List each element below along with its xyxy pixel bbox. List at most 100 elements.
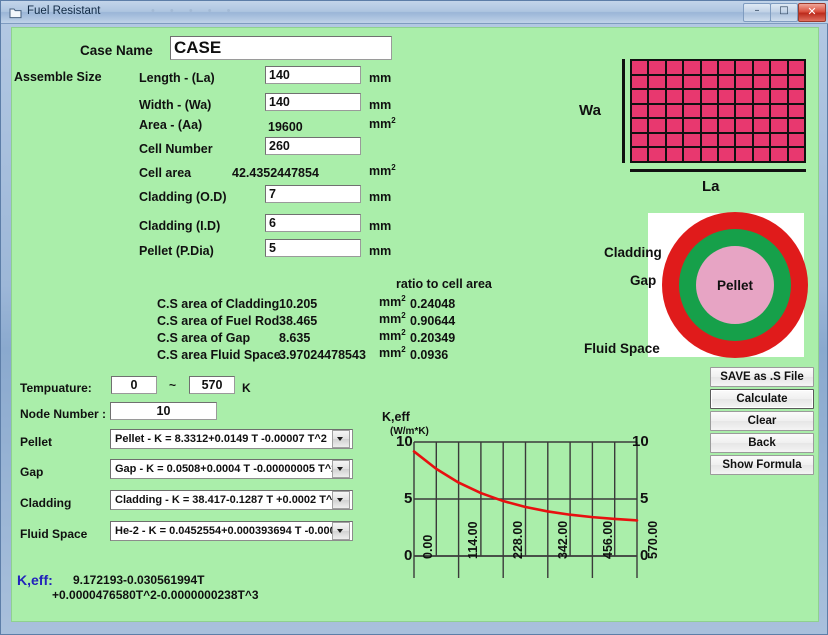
cladding-od-input[interactable]: 7 bbox=[265, 185, 361, 203]
assembly-cell bbox=[788, 61, 804, 74]
cs-fuelrod-label: C.S area of Fuel Rod bbox=[157, 314, 280, 328]
assembly-cell bbox=[649, 119, 665, 132]
minimize-button[interactable]: – bbox=[743, 3, 771, 22]
width-input[interactable]: 140 bbox=[265, 93, 361, 111]
assembly-cell bbox=[788, 148, 804, 161]
assembly-cell bbox=[701, 133, 717, 147]
assembly-cell bbox=[718, 61, 735, 74]
calculate-button[interactable]: Calculate bbox=[710, 389, 814, 409]
width-unit: mm bbox=[369, 98, 392, 112]
assembly-length-bar bbox=[630, 169, 806, 172]
chevron-down-icon[interactable] bbox=[332, 430, 350, 448]
pellet-material-label: Pellet bbox=[20, 435, 53, 449]
assembly-cell bbox=[718, 75, 735, 89]
length-input[interactable]: 140 bbox=[265, 66, 361, 84]
assembly-cell bbox=[736, 75, 752, 89]
assembly-cell bbox=[718, 133, 735, 147]
assembly-cell bbox=[753, 148, 770, 161]
cross-section-gap-ring: Pellet bbox=[679, 229, 791, 341]
cs-cladding-label: C.S area of Cladding bbox=[157, 297, 280, 311]
temperature-min-input[interactable]: 0 bbox=[111, 376, 157, 394]
area-label: Area - (Aa) bbox=[139, 118, 203, 132]
cladding-od-label: Cladding (O.D) bbox=[139, 190, 227, 204]
area-value: 19600 bbox=[268, 120, 303, 134]
assembly-cell bbox=[666, 119, 683, 132]
assembly-cell bbox=[632, 90, 648, 103]
pellet-material-select[interactable]: Pellet - K = 8.3312+0.0149 T -0.00007 T^… bbox=[110, 429, 353, 449]
assembly-width-label: Wa bbox=[579, 102, 601, 119]
cell-number-label: Cell Number bbox=[139, 142, 213, 156]
pellet-dia-unit: mm bbox=[369, 244, 392, 258]
assembly-cell bbox=[771, 133, 787, 147]
case-name-input[interactable]: CASE bbox=[170, 36, 392, 60]
assembly-cell bbox=[753, 75, 770, 89]
assembly-cell bbox=[666, 148, 683, 161]
pellet-dia-label: Pellet (P.Dia) bbox=[139, 244, 214, 258]
show-formula-button[interactable]: Show Formula bbox=[710, 455, 814, 475]
pellet-dia-input[interactable]: 5 bbox=[265, 239, 361, 257]
save-s-file-button[interactable]: SAVE as .S File bbox=[710, 367, 814, 387]
assembly-cell bbox=[701, 119, 717, 132]
chart-xtick-570: 570.00 bbox=[646, 520, 660, 559]
fluid-space-material-select[interactable]: He-2 - K = 0.0452554+0.000393694 T -0.00… bbox=[110, 521, 353, 541]
cs-fluid-unit-exponent: 2 bbox=[401, 345, 406, 354]
cladding-material-select[interactable]: Cladding - K = 38.417-0.1287 T +0.0002 T… bbox=[110, 490, 353, 510]
cs-fluid-value: 3.97024478543 bbox=[279, 348, 366, 362]
temperature-max-input[interactable]: 570 bbox=[189, 376, 235, 394]
assembly-cell bbox=[753, 90, 770, 103]
clear-button[interactable]: Clear bbox=[710, 411, 814, 431]
node-number-input[interactable]: 10 bbox=[110, 402, 217, 420]
assembly-cell bbox=[666, 133, 683, 147]
maximize-button[interactable]: □ bbox=[770, 3, 798, 22]
chart-xtick-0: 0.00 bbox=[421, 534, 435, 559]
gap-material-select[interactable]: Gap - K = 0.0508+0.0004 T -0.00000005 T^… bbox=[110, 459, 353, 479]
assembly-cell bbox=[753, 119, 770, 132]
chart-title: K,eff bbox=[382, 410, 410, 424]
cell-area-value: 42.4352447854 bbox=[232, 166, 319, 180]
chevron-down-icon[interactable] bbox=[332, 491, 350, 509]
assembly-cell bbox=[701, 148, 717, 161]
length-label: Length - (La) bbox=[139, 71, 215, 85]
area-unit: mm2 bbox=[369, 116, 396, 131]
case-name-label: Case Name bbox=[80, 43, 153, 58]
cs-fluid-label: C.S area Fluid Space bbox=[157, 348, 281, 362]
area-unit-exponent: 2 bbox=[391, 116, 396, 125]
cell-area-unit: mm2 bbox=[369, 163, 396, 178]
assembly-cell bbox=[701, 90, 717, 103]
close-button[interactable]: ✕ bbox=[798, 3, 826, 22]
temperature-range-separator: ~ bbox=[169, 378, 177, 392]
assembly-cell bbox=[771, 61, 787, 74]
close-icon: ✕ bbox=[807, 5, 817, 18]
chevron-down-icon[interactable] bbox=[332, 460, 350, 478]
assembly-cell bbox=[718, 119, 735, 132]
maximize-icon: □ bbox=[779, 5, 789, 16]
keff-vs-temperature-chart bbox=[372, 426, 672, 621]
cladding-id-label: Cladding (I.D) bbox=[139, 219, 221, 233]
titlebar-ghost-text: • • • • • bbox=[151, 5, 237, 17]
cladding-id-input[interactable]: 6 bbox=[265, 214, 361, 232]
cladding-diagram-label: Cladding bbox=[604, 245, 662, 260]
chart-ytick-left-10: 10 bbox=[396, 433, 413, 450]
assembly-cell bbox=[718, 90, 735, 103]
cs-gap-value: 8.635 bbox=[279, 331, 311, 345]
assembly-cell bbox=[666, 75, 683, 89]
assembly-grid-diagram bbox=[630, 59, 806, 163]
width-label: Width - (Wa) bbox=[139, 98, 212, 112]
chart-svg bbox=[412, 441, 639, 578]
back-button[interactable]: Back bbox=[710, 433, 814, 453]
chart-xtick-456: 456.00 bbox=[601, 520, 615, 559]
assembly-cell bbox=[649, 104, 665, 118]
cell-number-input[interactable]: 260 bbox=[265, 137, 361, 155]
cs-cladding-value: 10.205 bbox=[279, 297, 318, 311]
assembly-cell bbox=[736, 148, 752, 161]
assembly-cell bbox=[788, 133, 804, 147]
assembly-cell bbox=[684, 75, 700, 89]
assembly-cell bbox=[684, 133, 700, 147]
app-icon bbox=[9, 6, 22, 19]
chevron-down-icon[interactable] bbox=[332, 522, 350, 540]
chart-xtick-342: 342.00 bbox=[556, 520, 570, 559]
temperature-unit: K bbox=[242, 381, 251, 395]
cross-section-cladding-ring: Pellet bbox=[662, 212, 808, 358]
assembly-cell bbox=[649, 148, 665, 161]
assembly-cell bbox=[649, 75, 665, 89]
